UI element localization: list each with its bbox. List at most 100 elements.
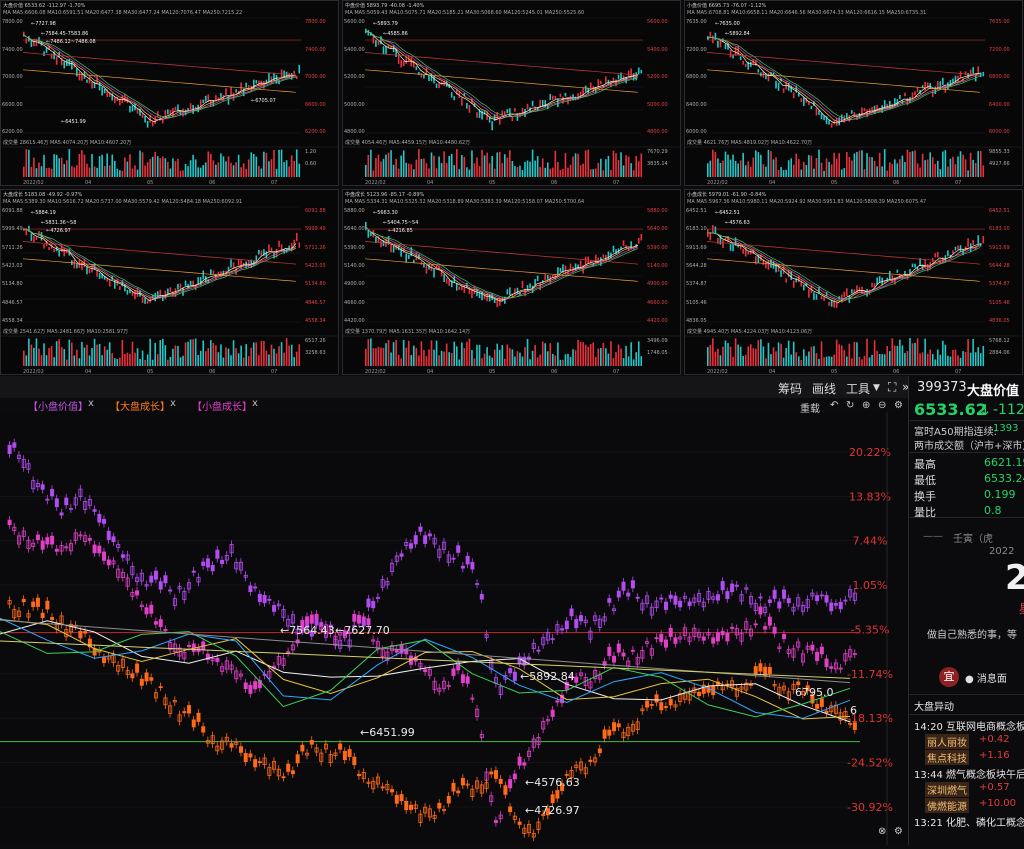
market-event[interactable]: 13:21 化肥、磷化工概念 (914, 818, 1024, 829)
news-link[interactable]: ● 消息面 (965, 674, 1007, 685)
fullscreen-icon[interactable]: ⛶ (888, 380, 897, 394)
candle-body (187, 644, 192, 647)
tab-close-icon[interactable]: x (252, 398, 258, 409)
chips-tool-button[interactable]: 筹码 (778, 382, 803, 396)
candle-body (295, 628, 300, 635)
candle-body (78, 488, 83, 497)
stock-tag[interactable]: 佛燃能源 (925, 798, 969, 813)
main-chart-svg[interactable]: 20.22% 13.83% 7.44% 1.05% -5.35% -11.74% -18.1… (0, 412, 908, 845)
mini-chart-panel-4[interactable]: 大盘成长 5183.08 -49.92 -0.97% MA MA5:5389.30… (0, 189, 339, 375)
mini-panel-date-tick: 2022/02 (707, 180, 728, 186)
zoom-in-icon[interactable]: ⊕ (862, 400, 871, 411)
candle-body (64, 497, 69, 506)
moving-average-line (0, 617, 851, 719)
candle-body (597, 674, 602, 680)
candle-body (172, 643, 177, 653)
candle-body (560, 628, 565, 631)
stock-tag[interactable]: 焦点科技 (925, 750, 969, 765)
stock-tag[interactable]: 深圳燃气 (925, 782, 969, 797)
candle-body (833, 603, 838, 606)
candle-body (829, 705, 834, 713)
candle-body (678, 636, 683, 640)
tab-2[interactable]: 【大盘成长】 (110, 402, 170, 413)
mini-chart-panel-3[interactable]: 小盘价值 6695.73 -76.07 -1.12% MA MA5:6708.81… (684, 0, 1023, 186)
candle-body (380, 786, 385, 789)
tools-menu-button[interactable]: 工具 (846, 382, 871, 396)
mini-panel-price-tick: 7800.00 (305, 19, 326, 25)
candle-body (413, 535, 418, 545)
tab-close-icon[interactable]: x (170, 398, 176, 409)
candle-body (508, 779, 513, 789)
candle-body (692, 597, 697, 603)
candle-body (588, 681, 593, 689)
stock-tag[interactable]: 丽人丽妆 (925, 734, 969, 749)
almanac-divider: —— (923, 531, 943, 542)
candle-body (267, 598, 272, 601)
y-axis-tick: 13.83% (849, 490, 891, 503)
settings-icon-bottom[interactable]: ⚙ (894, 826, 903, 837)
candle-body (843, 710, 848, 719)
mini-panel-date-tick: 04 (427, 180, 434, 186)
candle-body (607, 729, 612, 736)
mini-chart-panel-2[interactable]: 中盘价值 5893.79 -40.08 -1.40% MA MA5:5059.43… (342, 0, 681, 186)
candle-body (829, 602, 834, 612)
candle-body (144, 607, 149, 615)
market-event[interactable]: 13:44 燃气概念板块午后 (914, 770, 1024, 781)
candle-body (673, 637, 678, 644)
mini-panel-price-tick: 5200.00 (647, 74, 668, 80)
candle-body (852, 653, 857, 655)
mini-chart-panel-5[interactable]: 中盘成长 5123.96 -85.17 -0.89% MA MA5:5334.31… (342, 189, 681, 375)
y-axis-tick: -18.13% (847, 712, 893, 725)
candle-body (545, 632, 550, 641)
candle-body (305, 752, 310, 756)
mini-panel-price-tick: 6600.00 (2, 101, 23, 108)
settings-icon[interactable]: ⚙ (894, 400, 903, 411)
candle-body (730, 583, 735, 593)
candle-body (210, 735, 215, 745)
mini-chart-panel-1[interactable]: 大盘价值 6533.62 -112.97 -1.70% MA MA5:6606.0… (0, 0, 339, 186)
market-event[interactable]: 14:20 互联网电商概念板 (914, 722, 1024, 733)
collapse-chevron-icon[interactable]: » (902, 380, 910, 394)
mini-panel-price-tick: 6600.00 (305, 101, 326, 108)
candle-body (437, 548, 442, 558)
mini-panel-price-tick: 4558.34 (2, 318, 23, 324)
mini-panel-price-tick: 7400.00 (305, 46, 326, 53)
tab-1[interactable]: 【小盘价值】 (28, 402, 88, 413)
candle-body (83, 631, 88, 634)
chart-annotation: ←6451.99 (360, 726, 415, 739)
candle-body (153, 692, 158, 699)
candle-body (423, 806, 428, 814)
candle-body (153, 570, 158, 580)
candle-body (564, 681, 569, 690)
draw-line-tool-button[interactable]: 画线 (812, 382, 837, 396)
candle-body (399, 553, 404, 557)
candle-body (583, 767, 588, 775)
candle-body (130, 673, 135, 679)
candle-body (512, 671, 517, 681)
candle-body (744, 621, 749, 630)
candle-body (451, 668, 456, 676)
candle-body (408, 543, 413, 549)
candle-body (815, 595, 820, 602)
tab-3[interactable]: 【小盘成长】 (192, 402, 252, 413)
candle-body (92, 509, 97, 512)
candle-body (536, 649, 541, 652)
refresh-icon[interactable]: ↻ (846, 400, 855, 411)
tab-close-icon[interactable]: x (88, 398, 94, 409)
candle-body (470, 562, 475, 570)
mini-panel-price-tick: 5140.00 (647, 263, 668, 269)
candle-body (116, 544, 121, 548)
candle-body (701, 684, 706, 694)
candle-body (607, 598, 612, 603)
zoom-out-icon[interactable]: ⊖ (878, 400, 887, 411)
candle-body (427, 533, 432, 537)
close-circle-icon[interactable]: ⊗ (878, 826, 887, 837)
candle-body (234, 741, 239, 745)
candle-body (484, 782, 489, 789)
overlay-button[interactable]: 重载 (800, 404, 820, 415)
mini-chart-panel-6[interactable]: 小盘成长 5979.01 -61.90 -0.84% MA MA5:5967.36… (684, 189, 1023, 375)
candle-body (267, 671, 272, 679)
undo-icon[interactable]: ↶ (830, 400, 839, 411)
mini-panel-annotation: ←4576.63 (725, 220, 750, 226)
candle-body (574, 619, 579, 629)
